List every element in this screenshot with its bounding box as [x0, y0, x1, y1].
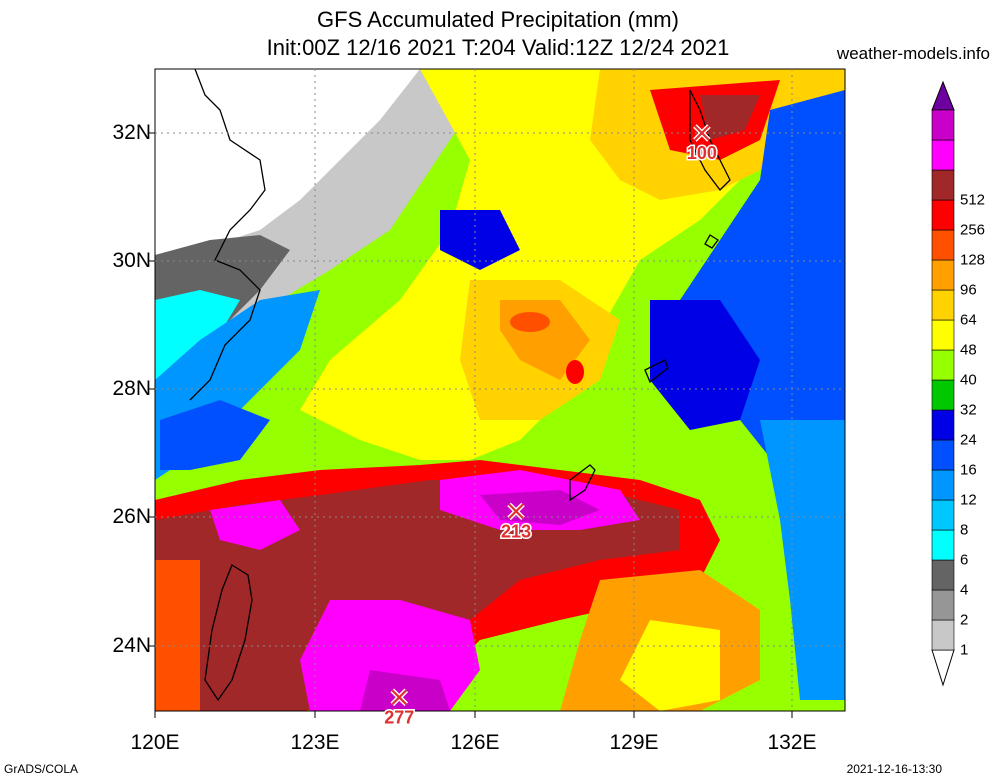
maximum-marker: 277 — [383, 688, 416, 729]
website-credit: weather-models.info — [836, 44, 990, 63]
colorbar-label: 48 — [960, 341, 977, 359]
mid-blue-patch — [440, 210, 520, 270]
colorbar-label: 2 — [960, 611, 969, 629]
colorbar-label: 96 — [960, 281, 977, 299]
no-precip-region — [155, 69, 420, 260]
lon-label-120e: 120E — [130, 731, 180, 754]
colorbar-label: 16 — [960, 461, 977, 479]
colorbar-segment — [931, 529, 955, 561]
colorbar-segment — [931, 259, 955, 291]
colorbar-segment — [931, 319, 955, 351]
magenta-patch-west — [210, 500, 300, 550]
blue-patch — [160, 400, 270, 470]
colorbar-top-triangle — [931, 80, 955, 111]
footer-software: GrADS/COLA — [4, 762, 79, 776]
colorbar-label: 24 — [960, 431, 977, 449]
west-orange — [155, 560, 200, 711]
footer-timestamp: 2021-12-16-13:30 — [846, 762, 942, 776]
chart-title: GFS Accumulated Precipitation (mm) — [317, 7, 679, 32]
colorbar-segment — [931, 409, 955, 441]
map-frame — [154, 68, 846, 712]
lat-label-32n: 32N — [112, 121, 151, 144]
darkred-band — [155, 480, 680, 711]
china-coast — [189, 69, 266, 401]
maximum-label: 213 — [501, 521, 531, 541]
amami-coast — [644, 359, 669, 384]
gridlines — [155, 69, 845, 711]
maximum-marker: 213 — [500, 502, 533, 543]
colorbar-segment — [931, 169, 955, 201]
colorbar-segment — [931, 469, 955, 501]
colorbar-segment — [931, 379, 955, 411]
lon-label-123e: 123E — [290, 731, 340, 754]
colorbar-segment — [931, 349, 955, 381]
maximum-label: 100 — [687, 143, 717, 163]
colorbar-label: 256 — [960, 221, 986, 239]
colorbar-segment — [931, 109, 955, 141]
colorbar-label: 64 — [960, 311, 977, 329]
lat-label-26n: 26N — [112, 505, 151, 528]
maxima-markers: 100 213 277 — [383, 124, 718, 729]
red-spot — [566, 360, 584, 384]
chart-subtitle: Init:00Z 12/16 2021 T:204 Valid:12Z 12/2… — [266, 35, 730, 60]
ne-darkred — [700, 95, 760, 140]
lon-label-126e: 126E — [450, 731, 500, 754]
colorbar-segment — [931, 289, 955, 321]
red-orange-spot — [510, 312, 550, 332]
lat-label-28n: 28N — [112, 377, 151, 400]
colorbar-segment — [931, 559, 955, 591]
maximum-marker: 100 — [685, 124, 718, 165]
lat-label-24n: 24N — [112, 634, 151, 657]
lon-label-129e: 129E — [609, 731, 659, 754]
lon-label-132e: 132E — [767, 731, 817, 754]
kyushu-coast — [689, 89, 731, 191]
yakushima-coast — [704, 234, 719, 249]
colorbar — [931, 80, 955, 687]
colorbar-segment — [931, 139, 955, 171]
colorbar-label: 512 — [960, 191, 986, 209]
tick-marks — [148, 132, 793, 718]
maximum-label: 277 — [384, 707, 414, 727]
lat-label-30n: 30N — [112, 249, 151, 272]
south-yellow — [620, 620, 720, 711]
colorbar-segment — [931, 229, 955, 261]
colorbar-label: 4 — [960, 581, 969, 599]
coastlines — [189, 69, 731, 702]
colorbar-segment — [931, 499, 955, 531]
colorbar-label: 8 — [960, 521, 969, 539]
colorbar-label: 32 — [960, 401, 977, 419]
se-blue — [760, 420, 845, 700]
colorbar-label: 128 — [960, 251, 986, 269]
colorbar-segment — [931, 439, 955, 471]
colorbar-bottom-triangle — [931, 649, 955, 687]
east-darkblue — [650, 300, 760, 430]
colorbar-segment — [931, 199, 955, 231]
colorbar-label: 40 — [960, 371, 977, 389]
colorbar-segment — [931, 619, 955, 651]
precipitation-field — [155, 69, 845, 711]
colorbar-label: 12 — [960, 491, 977, 509]
okinawa-coast — [569, 464, 596, 502]
colorbar-label: 6 — [960, 551, 969, 569]
taiwan-coast — [204, 564, 253, 702]
colorbar-label: 1 — [960, 641, 969, 659]
colorbar-segment — [931, 589, 955, 621]
